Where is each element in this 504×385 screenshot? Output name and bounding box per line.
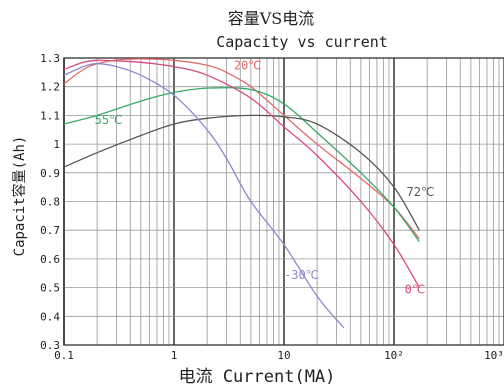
series-label: 55℃	[95, 113, 123, 127]
y-tick-label: 1.1	[40, 109, 60, 122]
x-tick-label: 10²	[384, 349, 404, 362]
series-line	[63, 114, 420, 231]
x-axis-label: 电流 Current(MA)	[179, 367, 336, 385]
y-tick-label: 0.9	[40, 167, 60, 180]
plot-frame	[63, 57, 504, 346]
series-line	[63, 63, 345, 329]
x-tick-label: 1	[171, 349, 178, 362]
series-label: -30℃	[284, 268, 319, 282]
x-tick-labels: 0.1 1 10 10² 10³	[54, 349, 504, 362]
y-tick-label: 0.8	[40, 196, 60, 209]
grid-lines	[63, 57, 504, 346]
y-tick-label: 0.4	[40, 310, 60, 323]
chart-subtitle: Capacity vs current	[216, 33, 388, 51]
chart-title: 容量VS电流	[228, 9, 315, 28]
y-tick-label: 0.3	[40, 339, 60, 352]
y-tick-label: 1.2	[40, 81, 60, 94]
y-tick-label: 0.5	[40, 282, 60, 295]
y-tick-label: 1	[53, 138, 60, 151]
series-label: 0℃	[405, 282, 426, 296]
x-tick-label: 10	[277, 349, 290, 362]
series-label: 20℃	[234, 58, 262, 72]
series-label: 72℃	[407, 185, 435, 199]
y-tick-label: 1.3	[40, 52, 60, 65]
y-axis-label: Capacit容量(Ah)	[11, 136, 28, 257]
series-line	[63, 59, 420, 288]
y-tick-label: 0.6	[40, 253, 60, 266]
series-line	[63, 58, 420, 240]
series-line	[63, 87, 420, 243]
y-tick-label: 0.7	[40, 224, 60, 237]
x-tick-label: 10³	[484, 349, 504, 362]
x-tick-label: 0.1	[54, 349, 74, 362]
series-labels: 20℃ 55℃ 72℃ -30℃ 0℃	[95, 58, 435, 296]
series-lines	[63, 58, 420, 329]
y-tick-labels: 0.3 0.4 0.5 0.6 0.7 0.8 0.9 1 1.1 1.2 1.3	[40, 52, 60, 352]
plot-border	[63, 57, 504, 346]
